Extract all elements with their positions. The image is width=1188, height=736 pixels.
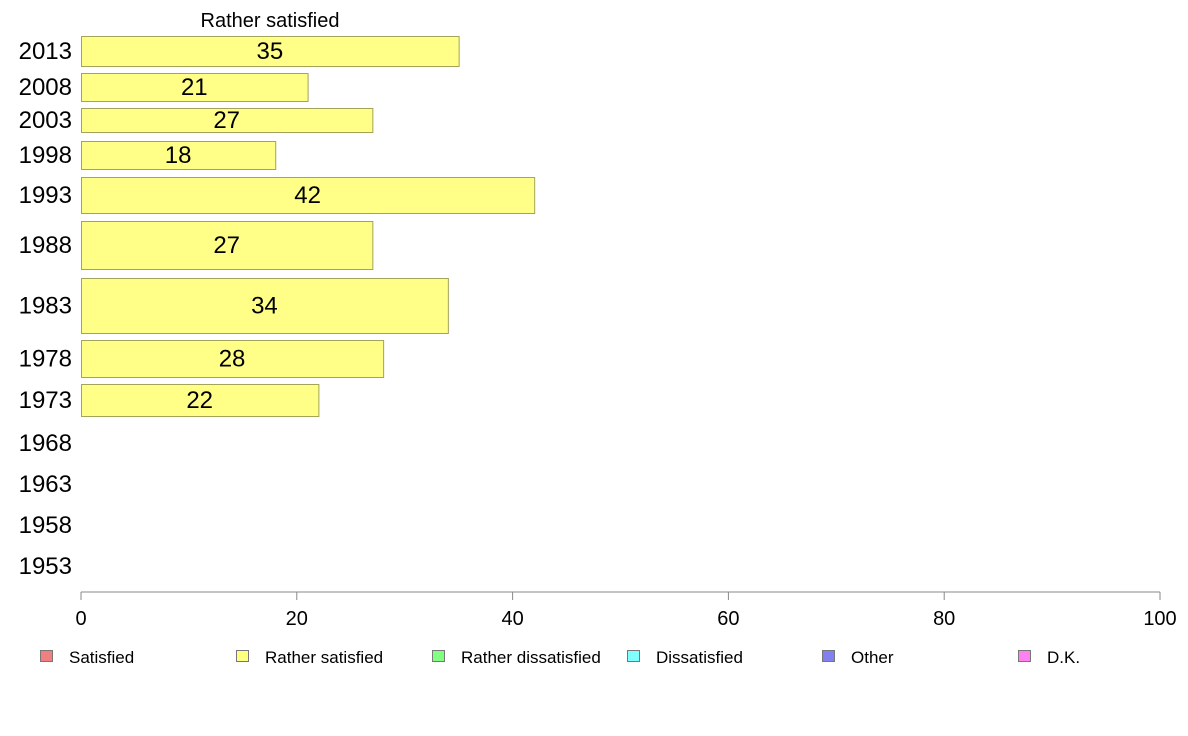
year-label-2008: 2008 [19, 74, 72, 101]
legend-label-rather-satisfied: Rather satisfied [265, 648, 383, 667]
year-label-1958: 1958 [19, 512, 72, 539]
bar-value-label-1988: 27 [213, 232, 240, 259]
year-labels-group: 2013 2008 2003 1998 1993 1988 1983 1978 1973 1968… [19, 38, 72, 580]
legend: Satisfied Rather satisfied Rather dissatis… [40, 648, 1080, 667]
bar-1978 [81, 340, 385, 378]
bar-value-label-1998: 18 [165, 142, 192, 169]
x-tick-label-20: 20 [286, 608, 308, 630]
year-label-2003: 2003 [19, 107, 72, 134]
bar-value-label-1978: 28 [219, 346, 246, 373]
legend-swatch-satisfied [40, 650, 53, 662]
x-tick-label-100: 100 [1143, 608, 1176, 630]
bar-value-label-1973: 22 [186, 387, 213, 414]
year-label-1953: 1953 [19, 553, 72, 580]
bar-2013 [81, 36, 460, 67]
x-tick-label-0: 0 [75, 608, 86, 630]
bar-1998 [81, 141, 277, 170]
year-label-2013: 2013 [19, 38, 72, 65]
bar-value-label-1993: 42 [294, 182, 321, 209]
bar-1973 [81, 384, 320, 417]
x-tick-label-40: 40 [501, 608, 523, 630]
year-label-1978: 1978 [19, 346, 72, 373]
year-label-1998: 1998 [19, 142, 72, 169]
year-label-1973: 1973 [19, 387, 72, 414]
year-label-1968: 1968 [19, 430, 72, 457]
bar-value-label-2008: 21 [181, 74, 208, 101]
bar-1993 [81, 177, 536, 214]
legend-label-d-k: D.K. [1047, 648, 1080, 667]
x-ticks-group: 0 20 40 60 80 100 [75, 592, 1177, 630]
bar-1988 [81, 221, 374, 270]
legend-label-rather-dissatisfied: Rather dissatisfied [461, 648, 601, 667]
legend-label-other: Other [851, 648, 894, 667]
bar-value-label-2003: 27 [213, 107, 240, 134]
year-label-1983: 1983 [19, 293, 72, 320]
bar-value-label-1983: 34 [251, 293, 278, 320]
legend-swatch-other [822, 650, 835, 662]
bar-1983 [81, 278, 449, 334]
x-tick-label-80: 80 [933, 608, 955, 630]
year-label-1993: 1993 [19, 182, 72, 209]
legend-swatch-d-k [1018, 650, 1031, 662]
x-tick-label-60: 60 [717, 608, 739, 630]
bar-2003 [81, 108, 374, 133]
chart-title: Rather satisfied [201, 10, 340, 32]
legend-label-dissatisfied: Dissatisfied [656, 648, 743, 667]
legend-swatch-rather-dissatisfied [432, 650, 445, 662]
year-label-1988: 1988 [19, 232, 72, 259]
bar-value-label-2013: 35 [256, 38, 283, 65]
year-label-1963: 1963 [19, 471, 72, 498]
legend-label-satisfied: Satisfied [69, 648, 134, 667]
bar-2008 [81, 73, 309, 102]
legend-swatch-rather-satisfied [236, 650, 249, 662]
legend-swatch-dissatisfied [627, 650, 640, 662]
